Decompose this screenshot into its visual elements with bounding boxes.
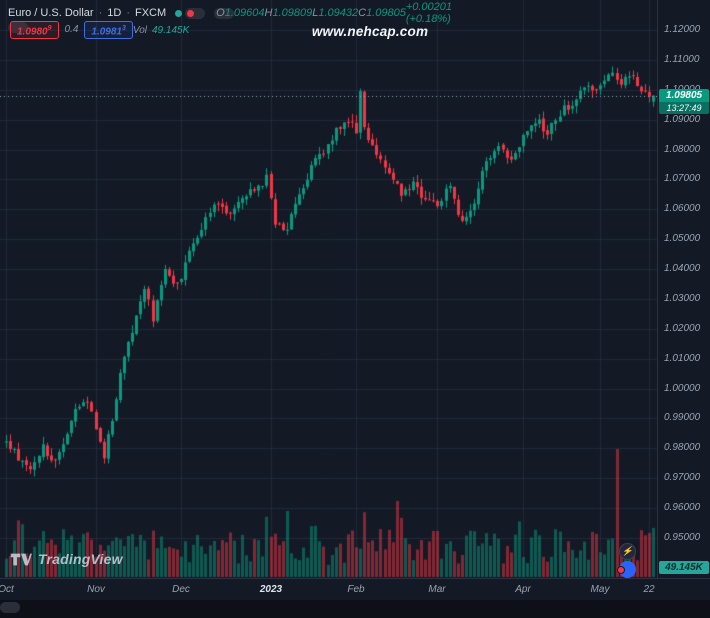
toggle-pill: 1.09809 0.4 1.09813 Vol 49.145K (8, 20, 189, 39)
price-tick: 1.06000 (664, 203, 701, 215)
high-label: H (264, 7, 273, 19)
bar-countdown: 13:27:49 (659, 101, 709, 114)
time-label: Nov (87, 584, 105, 595)
toggle-pill (185, 7, 206, 19)
volume-badge: 49.145K (659, 561, 709, 574)
price-tick: 0.97000 (664, 472, 701, 484)
tradingview-logo[interactable]: TradingView (10, 551, 123, 567)
trade-panel: 1.09809 0.4 1.09813 (10, 20, 133, 39)
price-tick: 1.01000 (664, 352, 701, 364)
time-label: Apr (515, 584, 531, 595)
price-tick: 0.96000 (664, 502, 701, 514)
symbol-title[interactable]: Euro / U.S. Dollar (8, 7, 94, 19)
watermark: www.nehcap.com (311, 24, 429, 39)
price-tick: 1.04000 (664, 263, 701, 275)
time-label: 22 (643, 584, 655, 595)
close-label: C (358, 7, 367, 19)
toggle-pill: // ---------- generic binder ---------- … (0, 602, 20, 613)
price-tick: 1.02000 (664, 322, 701, 334)
volume-value: 49.145K (152, 24, 190, 36)
price-tick: 1.09000 (664, 113, 701, 125)
time-label: Dec (172, 584, 190, 595)
current-price-value: 1.09805 (659, 88, 709, 102)
sell-dot-icon (617, 566, 625, 574)
boost-button[interactable]: ⚡ (619, 543, 636, 560)
exchange-label[interactable]: FXCM (135, 7, 167, 19)
toggle-pill: www.nehcap.com 1.09805 13:27:49 49.145K … (0, 0, 710, 600)
low-label: L (312, 7, 319, 19)
price-tick: 1.05000 (664, 233, 701, 245)
low-value: 1.09432 (318, 7, 359, 19)
price-tick: 1.00000 (664, 382, 701, 394)
spread-value: 0.4 (64, 24, 79, 36)
symbol-row: Euro / U.S. Dollar · 1D · FXCM O 1.09604 … (8, 1, 452, 25)
time-label: May (590, 584, 610, 595)
time-axis[interactable]: Oct Nov Dec 2023 Feb Mar Apr May 22 (0, 578, 710, 600)
chart-legend: Euro / U.S. Dollar · 1D · FXCM O 1.09604 … (8, 1, 452, 39)
open-value: 1.09604 (224, 7, 265, 19)
price-tick: 0.98000 (664, 442, 701, 454)
tradingview-logo-icon (10, 553, 32, 565)
separator-dot: · (126, 7, 130, 19)
close-value: 1.09805 (366, 7, 406, 19)
toggle-pill: O 1.09604 H 1.09809 L 1.09432 C 1.09805 +0.0… (214, 1, 452, 25)
volume-label[interactable]: Vol (132, 24, 147, 36)
buy-button[interactable]: 1.09813 (84, 20, 133, 39)
candlestick-chart-canvas[interactable] (0, 0, 657, 578)
time-label: Mar (428, 584, 446, 595)
market-status-toggle[interactable] (175, 7, 206, 19)
price-tick: 1.11000 (664, 53, 700, 65)
status-dot-icon (187, 9, 195, 17)
tradingview-logo-text: TradingView (38, 551, 123, 567)
time-label: Oct (0, 584, 14, 595)
tradingview-chart-window: Euro / U.S. Dollar · 1D · FXCM O 1.09604 … (0, 0, 710, 600)
open-label: O (216, 7, 225, 19)
status-dot-icon (175, 9, 183, 17)
price-axis[interactable]: 1.09805 13:27:49 49.145K 1.12000 1.11000 1… (657, 0, 710, 578)
time-label: Feb (347, 584, 365, 595)
sell-button[interactable]: 1.09809 (10, 20, 59, 39)
change-value: +0.00201 (+0.18%) (405, 1, 453, 25)
current-price-badge: 1.09805 13:27:49 (659, 88, 709, 114)
quick-trade-button[interactable] (617, 561, 636, 578)
high-value: 1.09809 (272, 7, 313, 19)
interval-button[interactable]: 1D (107, 7, 122, 19)
lightning-icon: ⚡ (621, 546, 634, 556)
price-tick: 1.12000 (664, 24, 701, 35)
price-tick: 0.95000 (664, 532, 701, 543)
price-tick: 0.99000 (664, 412, 701, 424)
price-tick: 1.07000 (664, 173, 701, 185)
price-tick: 1.03000 (664, 292, 701, 304)
time-label: 2023 (259, 584, 283, 595)
volume-row: Vol 49.145K (133, 22, 189, 38)
price-tick: 1.08000 (664, 143, 701, 155)
separator-dot: · (98, 7, 103, 19)
